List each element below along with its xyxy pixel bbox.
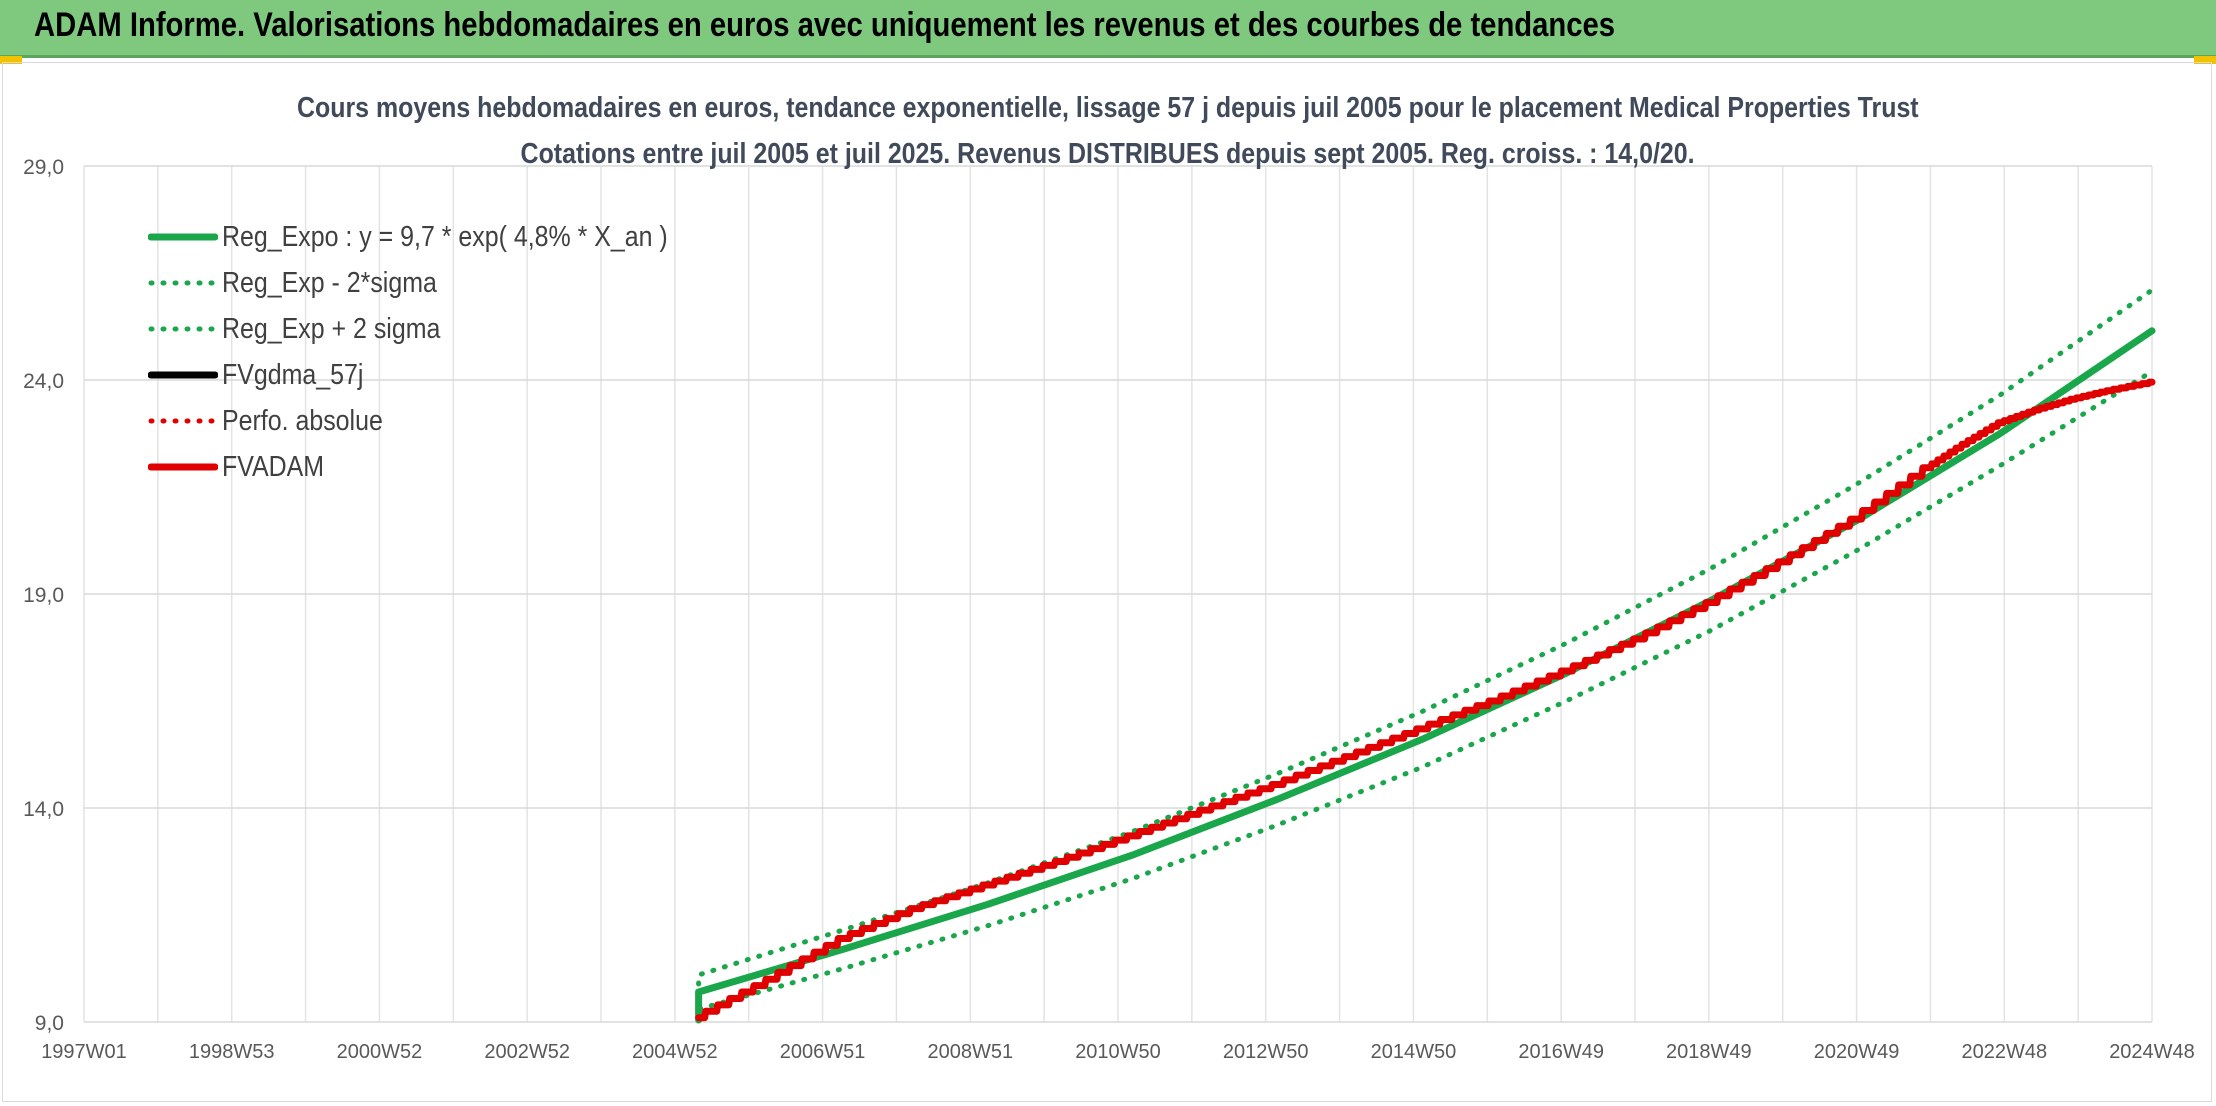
legend-entry: Reg_Exp + 2 sigma [148,306,740,352]
x-tick-label: 1997W01 [41,1041,127,1063]
x-tick-label: 2024W48 [2109,1041,2195,1063]
x-tick-label: 2012W50 [1223,1041,1309,1063]
legend-label: FVgdma_57j [222,358,364,391]
x-tick-label: 2000W52 [337,1041,423,1063]
legend-swatch [148,233,218,241]
x-tick-label: 2020W49 [1814,1041,1900,1063]
legend-swatch [148,463,218,471]
x-tick-label: 2004W52 [632,1041,718,1063]
legend-label: FVADAM [222,450,325,483]
x-tick-label: 1998W53 [189,1041,275,1063]
series-line-2 [696,287,2155,1023]
series-line-0 [695,327,2156,1024]
legend-label: Reg_Exp - 2*sigma [222,266,437,299]
legend-entry: FVADAM [148,444,740,490]
legend-entry: Reg_Exp - 2*sigma [148,260,740,306]
report-banner: ADAM Informe. Valorisations hebdomadaire… [0,0,2216,58]
x-tick-label: 2006W51 [780,1041,866,1063]
x-tick-label: 2008W51 [927,1041,1013,1063]
legend-entry: Perfo. absolue [148,398,740,444]
series-line-5 [695,378,2156,1022]
chart-title: Cours moyens hebdomadaires en euros, ten… [297,92,1919,124]
x-tick-label: 2010W50 [1075,1041,1161,1063]
legend-swatch [148,371,218,379]
chart-frame [2,62,2212,1102]
legend-entry: Reg_Expo : y = 9,7 * exp( 4,8% * X_an ) [148,214,740,260]
x-tick-label: 2014W50 [1371,1041,1457,1063]
chart-subtitle: Cotations entre juil 2005 et juil 2025. … [520,138,1696,170]
legend-swatch [148,326,218,332]
y-tick-label: 29,0 [23,156,64,179]
legend-entry: FVgdma_57j [148,352,740,398]
x-tick-label: 2018W49 [1666,1041,1752,1063]
legend-label: Reg_Expo : y = 9,7 * exp( 4,8% * X_an ) [222,220,668,253]
x-tick-label: 2002W52 [484,1041,570,1063]
legend-label: Reg_Exp + 2 sigma [222,312,441,345]
y-tick-label: 19,0 [23,584,64,607]
x-tick-label: 2016W49 [1518,1041,1604,1063]
banner-corner-left [0,56,22,64]
legend-swatch [148,280,218,286]
series-line-1 [696,368,2155,1023]
y-tick-label: 14,0 [23,798,64,821]
chart-legend: Reg_Expo : y = 9,7 * exp( 4,8% * X_an ) R… [148,214,740,490]
legend-swatch [148,418,218,424]
y-tick-label: 9,0 [35,1012,64,1035]
legend-label: Perfo. absolue [222,404,383,437]
y-tick-label: 24,0 [23,370,64,393]
report-title: ADAM Informe. Valorisations hebdomadaire… [34,6,1616,44]
x-tick-label: 2022W48 [1961,1041,2047,1063]
banner-corner-right [2194,56,2216,64]
